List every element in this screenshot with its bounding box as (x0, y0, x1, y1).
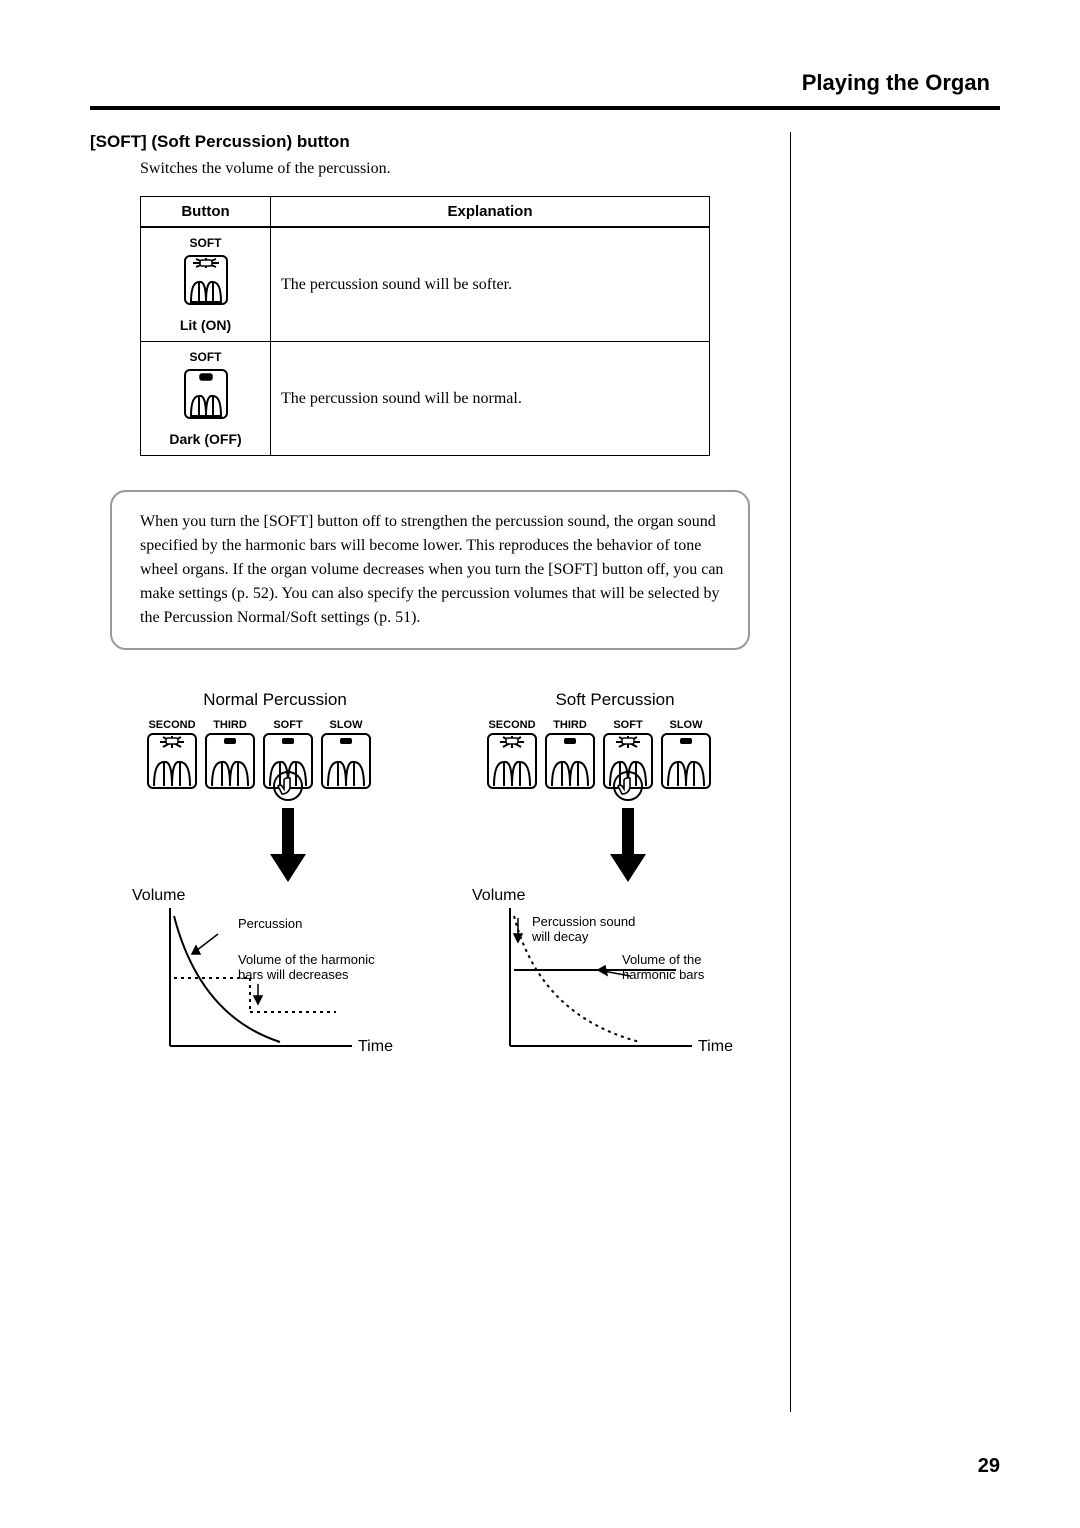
axis-time: Time (358, 1038, 393, 1055)
annot-harm-l1: Volume of the (622, 952, 702, 967)
svg-text:SECOND: SECOND (488, 719, 535, 731)
note-box: When you turn the [SOFT] button off to s… (110, 490, 750, 650)
table-cell-explanation: The percussion sound will be softer. (271, 228, 710, 342)
annot-harmonic-drop-l1: Volume of the harmonic (238, 952, 375, 967)
table-row: SOFT Dark (OFF) The percussion sound wil… (141, 342, 710, 456)
annot-harmonic-drop-l2: bars will decreases (238, 967, 349, 982)
page-header: Playing the Organ (90, 70, 1000, 96)
diagrams-row: Normal Percussion SECOND THIRD SOFT SLOW (130, 690, 770, 1081)
axis-volume: Volume (132, 887, 185, 904)
section-heading: [SOFT] (Soft Percussion) button (90, 132, 770, 152)
btn-label-slow: SLOW (330, 719, 364, 731)
button-state: Lit (ON) (151, 317, 260, 333)
table-cell-explanation: The percussion sound will be normal. (271, 342, 710, 456)
table-row: SOFT (141, 228, 710, 342)
annot-decay-l1: Percussion sound (532, 914, 635, 929)
diagram-soft: Soft Percussion SECOND THIRD SOFT SLOW (470, 690, 760, 1081)
button-label: SOFT (151, 350, 260, 364)
btn-label-soft: SOFT (273, 719, 303, 731)
btn-label-third: THIRD (213, 719, 247, 731)
table-header-explanation: Explanation (271, 197, 710, 228)
diagram-normal: Normal Percussion SECOND THIRD SOFT SLOW (130, 690, 420, 1081)
button-label: SOFT (151, 236, 260, 250)
annot-percussion: Percussion (238, 916, 302, 931)
svg-text:THIRD: THIRD (553, 719, 587, 731)
soft-button-icon-dark (183, 368, 229, 425)
diagram-title-left: Normal Percussion (130, 690, 420, 710)
page-number: 29 (978, 1455, 1000, 1478)
soft-button-table: Button Explanation SOFT (140, 196, 710, 456)
diagram-title-right: Soft Percussion (470, 690, 760, 710)
margin-column (790, 132, 1000, 1412)
soft-button-icon-lit (183, 254, 229, 311)
axis-time: Time (698, 1038, 733, 1055)
header-rule (90, 106, 1000, 110)
section-intro: Switches the volume of the percussion. (140, 160, 770, 178)
btn-label-second: SECOND (148, 719, 195, 731)
annot-decay-l2: will decay (531, 929, 589, 944)
svg-text:SOFT: SOFT (613, 719, 643, 731)
table-header-button: Button (141, 197, 271, 228)
svg-text:SLOW: SLOW (670, 719, 704, 731)
button-state: Dark (OFF) (151, 431, 260, 447)
annot-harm-l2: harmonic bars (622, 967, 705, 982)
axis-volume: Volume (472, 887, 525, 904)
